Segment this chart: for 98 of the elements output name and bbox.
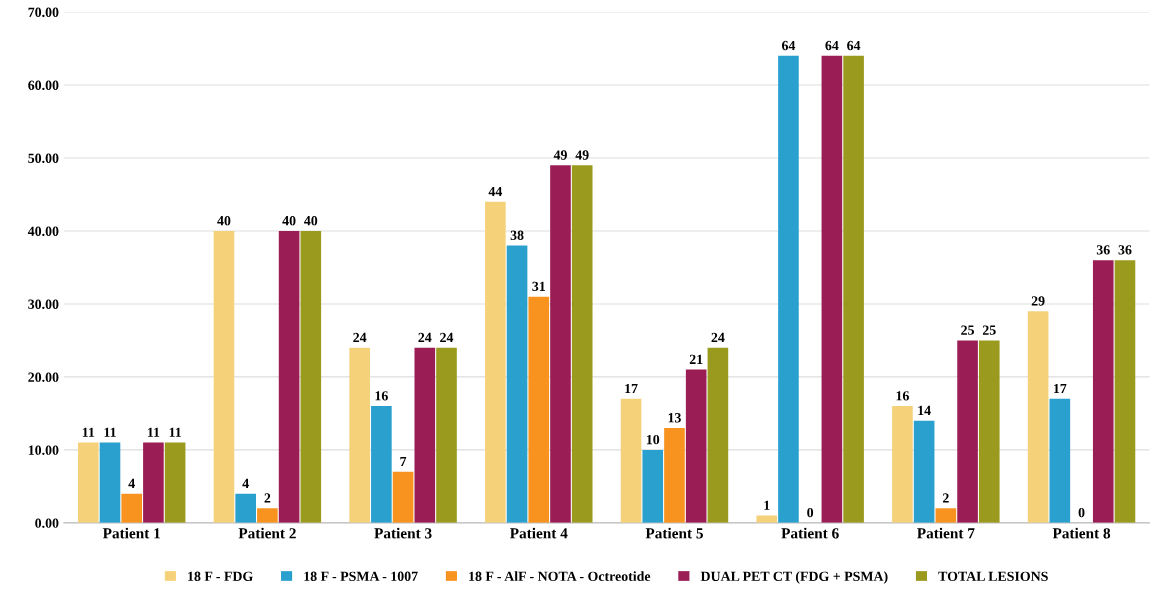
data-label: 21 [689, 354, 703, 364]
data-label: 29 [1031, 296, 1045, 306]
data-label: 40 [217, 215, 231, 226]
x-tick-label: Patient 1 [102, 527, 160, 539]
data-label: 0 [1078, 507, 1085, 518]
data-label: 64 [781, 40, 796, 51]
y-tick-label: 30.00 [28, 299, 59, 309]
bar [235, 493, 256, 523]
data-label: 40 [282, 215, 296, 226]
y-tick-label: 70.00 [28, 7, 59, 18]
legend-label: TOTAL LESIONS [938, 571, 1048, 581]
data-label: 24 [353, 332, 367, 342]
data-label: 24 [711, 332, 725, 342]
bar [1114, 260, 1136, 523]
bar [935, 508, 957, 523]
data-label: 4 [128, 478, 135, 488]
data-label: 38 [510, 230, 524, 240]
bar [164, 442, 186, 523]
legend-label: 18 F - PSMA - 1007 [304, 571, 418, 581]
bar [392, 471, 414, 523]
bar [371, 406, 392, 523]
data-label: 2 [264, 493, 271, 503]
data-label: 17 [625, 383, 638, 394]
bar [843, 55, 864, 523]
legend-label: 18 F - FDG [188, 571, 253, 581]
bar [821, 55, 843, 523]
bar [685, 369, 707, 523]
bar [642, 449, 664, 523]
data-label: 64 [825, 40, 839, 51]
x-tick-label: Patient 8 [1052, 527, 1111, 539]
data-label: 25 [961, 325, 974, 335]
bar [778, 55, 799, 523]
bar [957, 340, 978, 523]
data-label: 10 [646, 434, 660, 445]
bar [620, 398, 642, 523]
bar [1027, 311, 1049, 523]
bar [414, 347, 436, 523]
bar [707, 347, 729, 523]
data-label: 7 [400, 456, 407, 467]
data-label: 17 [1054, 383, 1067, 394]
legend-label: 18 F - AlF - NOTA - Octreotide [469, 571, 651, 581]
data-label: 1 [764, 500, 770, 510]
data-label: 4 [242, 478, 249, 488]
data-label: 24 [440, 332, 454, 342]
data-label: 11 [147, 427, 160, 437]
data-label: 36 [1096, 245, 1110, 255]
bar [257, 508, 278, 523]
data-label: 11 [169, 427, 181, 437]
bar [121, 493, 143, 523]
bar [978, 340, 1000, 523]
bar [571, 165, 593, 523]
data-label: 2 [942, 493, 949, 503]
bar [300, 230, 322, 523]
bar [349, 347, 370, 523]
x-tick-label: Patient 6 [781, 527, 839, 539]
data-label: 49 [553, 150, 567, 160]
y-tick-label: 10.00 [28, 445, 59, 455]
data-label: 44 [488, 186, 503, 197]
bar [1092, 260, 1114, 523]
y-tick-label: 0.00 [35, 518, 59, 528]
bar [213, 230, 235, 523]
bar [436, 347, 457, 523]
data-label: 64 [847, 40, 861, 51]
x-tick-label: Patient 5 [645, 527, 703, 539]
bar [143, 442, 164, 523]
data-label: 25 [982, 325, 996, 335]
data-label: 24 [418, 332, 432, 342]
data-label: 13 [668, 413, 681, 423]
y-tick-label: 60.00 [28, 80, 59, 91]
bar [528, 296, 550, 523]
data-label: 40 [304, 215, 318, 226]
y-tick-label: 20.00 [28, 372, 59, 382]
data-label: 11 [104, 427, 116, 437]
bar [664, 428, 685, 523]
data-label: 0 [807, 507, 814, 518]
bar [506, 245, 528, 523]
data-label: 16 [896, 391, 909, 401]
y-tick-label: 40.00 [27, 226, 59, 236]
data-label: 14 [918, 405, 931, 415]
data-label: 36 [1118, 245, 1132, 255]
bar [278, 230, 300, 523]
data-label: 11 [82, 427, 95, 437]
bar [77, 442, 99, 523]
x-tick-label: Patient 3 [374, 527, 432, 539]
bar [485, 201, 506, 523]
y-tick-label: 50.00 [28, 153, 59, 163]
bar [913, 420, 935, 523]
bar [550, 165, 571, 523]
data-label: 16 [375, 391, 388, 401]
legend-label: DUAL PET CT (FDG + PSMA) [700, 571, 888, 584]
bar [1049, 398, 1071, 523]
bar [892, 406, 913, 523]
data-label: 49 [575, 150, 589, 160]
data-label: 31 [532, 281, 545, 292]
x-tick-label: Patient 4 [509, 527, 568, 539]
bar [99, 442, 121, 523]
x-tick-label: Patient 7 [917, 527, 975, 539]
x-tick-label: Patient 2 [238, 527, 296, 539]
